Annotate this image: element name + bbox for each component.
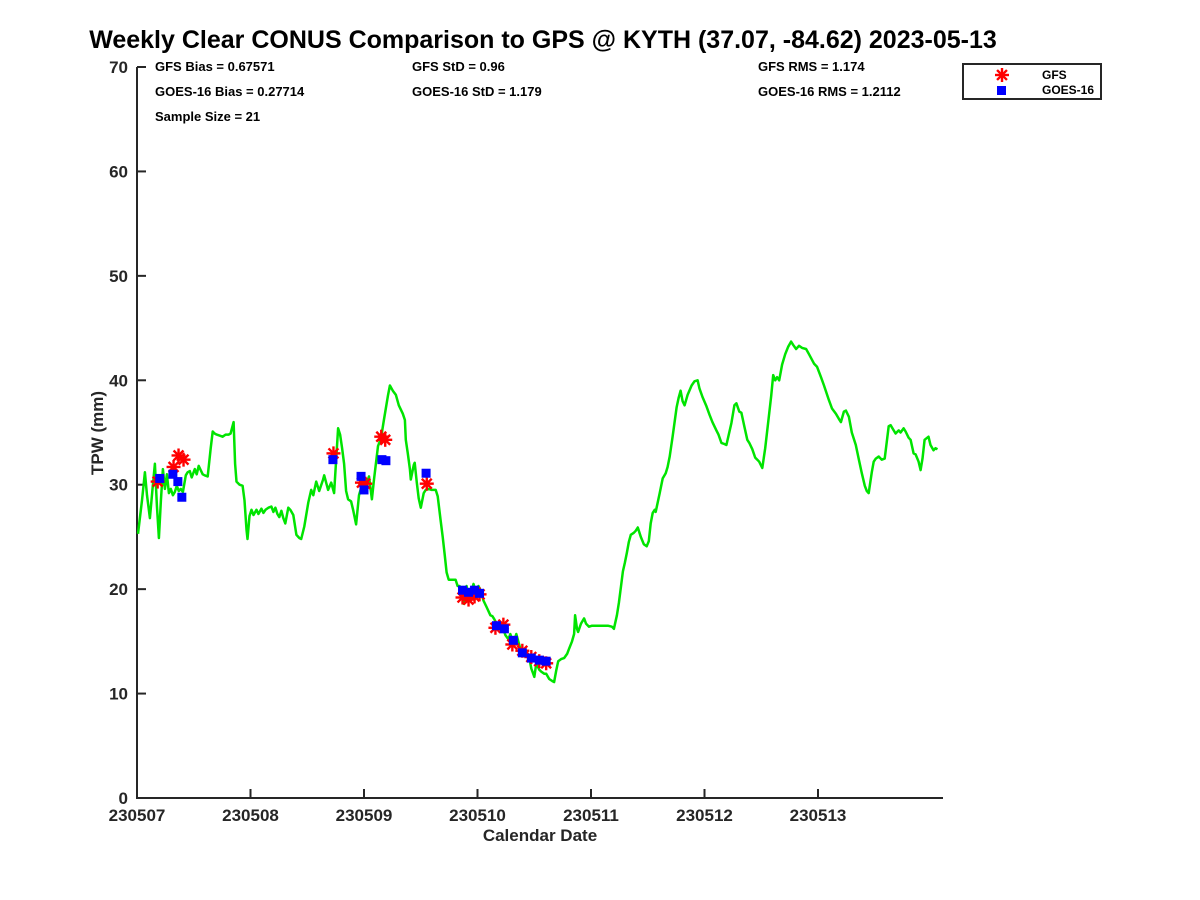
goes16-marker [508, 635, 518, 645]
goes16-marker [328, 455, 338, 465]
stat-gfs-rms: GFS RMS = 1.174 [758, 59, 865, 74]
legend-label-goes16: GOES-16 [1042, 83, 1095, 97]
y-tick-label: 60 [109, 162, 128, 181]
x-tick-label: 230512 [676, 806, 733, 825]
goes16-marker [173, 477, 183, 487]
x-tick-label: 230507 [109, 806, 166, 825]
stat-sample-size: Sample Size = 21 [155, 109, 261, 124]
stat-goes16-rms: GOES-16 RMS = 1.2112 [758, 84, 901, 99]
goes16-marker [534, 655, 544, 665]
legend-box: GFS GOES-16 [962, 63, 1102, 100]
gfs-markers [150, 429, 554, 671]
goes16-marker [517, 648, 527, 658]
legend-marker-goes16 [997, 86, 1006, 95]
x-tick-label: 230509 [336, 806, 393, 825]
goes16-marker [168, 469, 178, 479]
chart-title: Weekly Clear CONUS Comparison to GPS @ K… [89, 26, 997, 54]
y-tick-label: 10 [109, 685, 128, 704]
goes16-marker [421, 468, 431, 478]
y-tick-label: 70 [109, 58, 128, 77]
goes16-marker [526, 653, 536, 663]
goes16-marker [177, 492, 187, 502]
y-tick-label: 40 [109, 371, 128, 390]
stat-gfs-std: GFS StD = 0.96 [412, 59, 505, 74]
stat-gfs-bias: GFS Bias = 0.67571 [155, 59, 275, 74]
goes16-markers [155, 455, 551, 666]
gps-line [136, 340, 939, 684]
legend-marker-gfs [995, 68, 1009, 82]
x-tick-label: 230510 [449, 806, 506, 825]
legend-label-gfs: GFS [1042, 68, 1067, 82]
x-tick-label: 230511 [563, 806, 619, 825]
goes16-marker [359, 485, 369, 495]
stat-goes16-std: GOES-16 StD = 1.179 [412, 84, 542, 99]
goes16-marker [499, 624, 509, 634]
goes16-marker [381, 456, 391, 466]
x-tick-label: 230513 [790, 806, 847, 825]
goes16-marker [458, 585, 468, 595]
goes16-marker [541, 656, 551, 666]
y-tick-label: 30 [109, 476, 128, 495]
axes-frame [136, 67, 943, 799]
y-tick-group: 0 10 20 30 40 50 60 70 [109, 58, 146, 808]
goes16-marker [470, 585, 480, 595]
y-tick-label: 20 [109, 580, 128, 599]
goes16-marker [356, 471, 366, 481]
goes16-marker [491, 621, 501, 631]
stat-goes16-bias: GOES-16 Bias = 0.27714 [155, 84, 305, 99]
y-axis-label: TPW (mm) [88, 390, 107, 476]
x-tick-label: 230508 [222, 806, 279, 825]
y-tick-label: 0 [119, 789, 128, 808]
goes16-marker [464, 587, 474, 597]
y-tick-label: 50 [109, 267, 128, 286]
goes16-marker [155, 473, 165, 483]
x-tick-group: 230507 230508 230509 230510 230511 230512 2305… [109, 789, 847, 825]
goes16-marker [475, 588, 485, 598]
x-axis-label: Calendar Date [482, 826, 598, 845]
